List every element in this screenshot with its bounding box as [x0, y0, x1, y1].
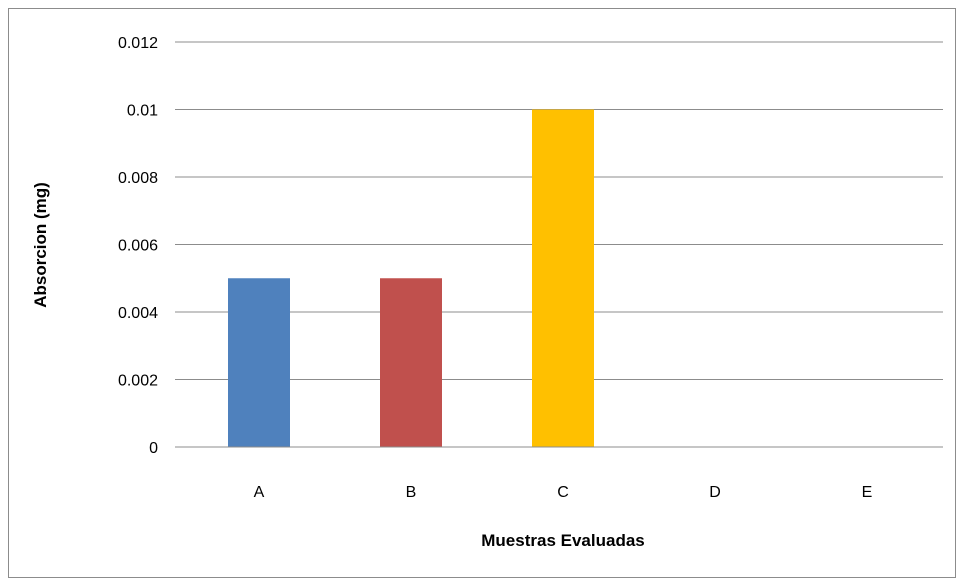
y-axis-title: Absorcion (mg): [31, 182, 50, 308]
y-tick-label: 0.01: [127, 103, 158, 120]
y-tick-label: 0: [149, 440, 158, 457]
x-tick-label: A: [254, 484, 265, 501]
bar-c: [532, 109, 594, 447]
x-tick-label: C: [557, 484, 569, 501]
chart-frame: [8, 8, 956, 578]
x-tick-label: D: [709, 484, 721, 501]
bar-a: [228, 278, 290, 447]
y-tick-label: 0.004: [118, 305, 158, 322]
y-tick-label: 0.006: [118, 238, 158, 255]
x-tick-label: E: [862, 484, 873, 501]
y-tick-label: 0.012: [118, 35, 158, 52]
x-axis-title: Muestras Evaluadas: [481, 531, 644, 550]
y-tick-label: 0.002: [118, 373, 158, 390]
x-tick-labels: A B C D E: [254, 484, 873, 501]
y-tick-labels: 0 0.002 0.004 0.006 0.008 0.01 0.012: [118, 35, 158, 457]
bar-b: [380, 278, 442, 447]
bars: [228, 109, 594, 447]
x-tick-label: B: [406, 484, 417, 501]
y-tick-label: 0.008: [118, 170, 158, 187]
